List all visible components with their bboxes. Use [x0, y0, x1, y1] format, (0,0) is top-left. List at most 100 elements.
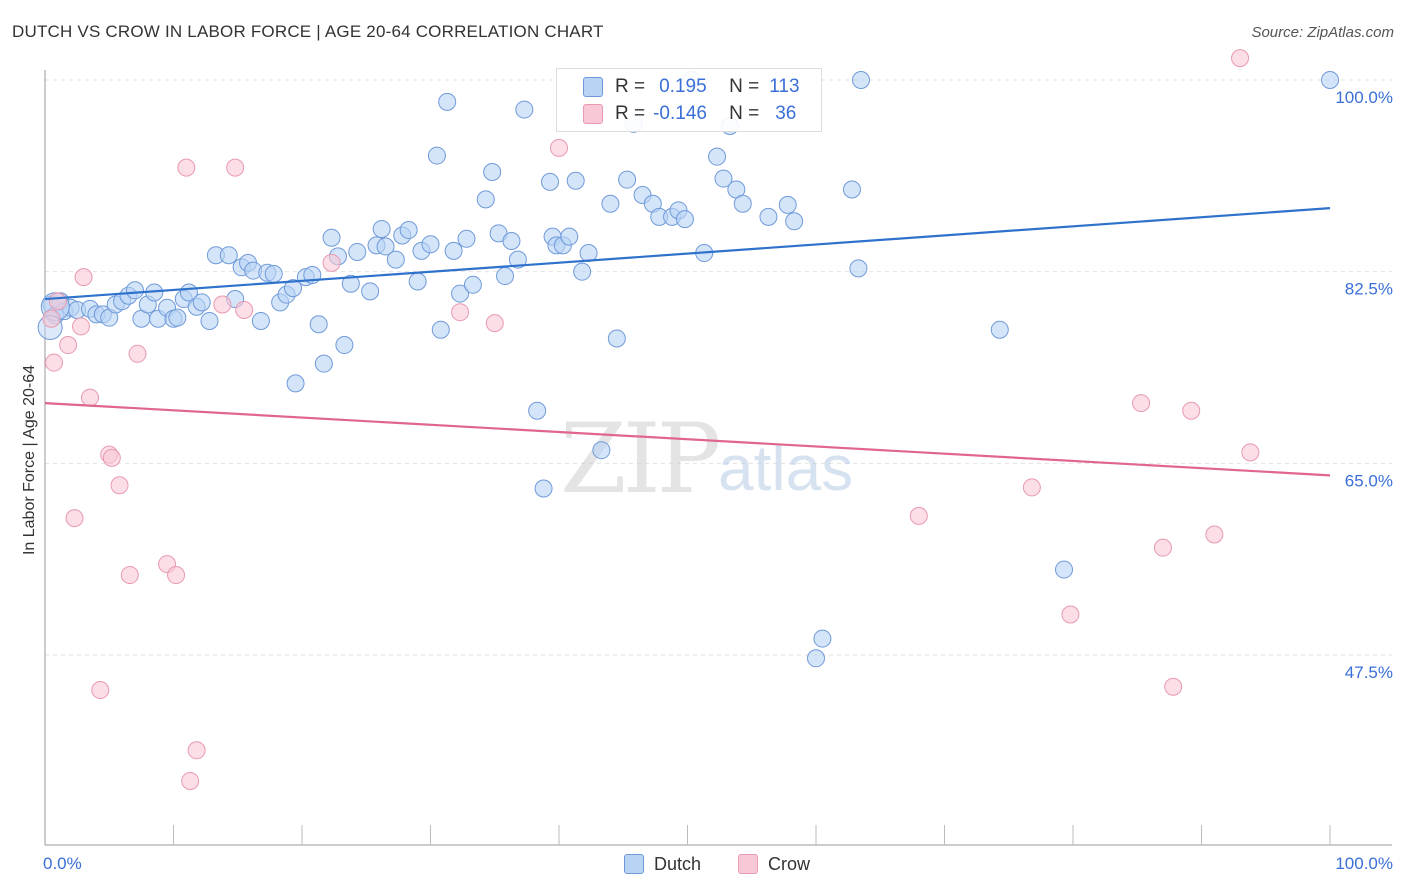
dutch-point — [335, 336, 354, 355]
crow-trend-line — [44, 401, 1331, 477]
legend-r-value: -0.146 — [653, 103, 707, 124]
dutch-trend-line — [44, 207, 1331, 301]
dutch-point — [427, 146, 446, 165]
dutch-point — [284, 279, 303, 298]
crow-point — [1132, 394, 1151, 413]
crow-point — [1164, 677, 1183, 696]
dutch-point — [341, 274, 360, 293]
dutch-point — [851, 71, 870, 89]
crow-point — [1022, 478, 1041, 497]
dutch-point — [348, 242, 367, 261]
crow-label: Crow — [768, 853, 811, 874]
crow-point — [65, 509, 84, 528]
crow-point — [177, 158, 196, 177]
crow-point — [226, 158, 245, 177]
dutch-point — [607, 329, 626, 348]
dutch-point — [990, 320, 1009, 339]
crow-point — [71, 317, 90, 336]
dutch-point — [463, 275, 482, 294]
dutch-point — [560, 227, 579, 246]
legend-row-dutch: R = 0.195 N = 113 — [583, 75, 800, 99]
dutch-point — [733, 194, 752, 213]
dutch-point — [813, 629, 832, 648]
crow-point — [485, 314, 504, 333]
dutch-point — [534, 479, 553, 498]
watermark: ZIP atlas — [560, 403, 853, 515]
dutch-point — [675, 210, 694, 229]
dutch-point — [1321, 71, 1339, 89]
y-tick-label: 100.0% — [1335, 88, 1393, 107]
dutch-label: Dutch — [654, 853, 702, 874]
dutch-point — [438, 92, 457, 111]
dutch-point — [192, 293, 211, 312]
crow-point — [187, 741, 206, 760]
grid-lines — [45, 79, 1392, 656]
dutch-point — [483, 163, 502, 181]
crow-point — [1231, 49, 1250, 68]
dutch-point — [125, 281, 144, 300]
legend-r-value: 0.195 — [659, 76, 707, 97]
crow-point — [909, 506, 928, 525]
dutch-point — [1055, 560, 1074, 579]
dutch-point — [322, 228, 341, 247]
y-tick-label: 47.5% — [1345, 663, 1393, 682]
dutch-point — [444, 241, 463, 260]
dutch-point — [399, 221, 418, 240]
dutch-point — [309, 315, 328, 334]
dutch-point — [451, 284, 470, 303]
dutch-point — [476, 190, 495, 209]
y-tick-label: 65.0% — [1345, 471, 1393, 490]
crow-point — [213, 295, 232, 314]
dutch-point — [264, 264, 283, 283]
dutch-point — [573, 262, 592, 281]
crow-point — [1153, 538, 1172, 557]
bottom-legend-dutch: Dutch — [624, 852, 701, 876]
dutch-point — [251, 311, 270, 330]
crow-point — [322, 253, 341, 272]
dutch-point — [528, 401, 547, 420]
dutch-point — [496, 267, 515, 286]
x-tick-label: 100.0% — [1335, 854, 1393, 873]
dutch-point — [714, 169, 733, 188]
watermark-zip: ZIP — [560, 403, 719, 515]
dutch-point — [592, 441, 611, 460]
crow-point — [550, 138, 568, 157]
legend-n-value: 36 — [775, 103, 797, 124]
crow-point — [167, 566, 186, 585]
dutch-point — [541, 172, 560, 191]
chart-title: DUTCH VS CROW IN LABOR FORCE | AGE 20-64… — [12, 22, 604, 41]
legend-n-label: N = — [729, 76, 760, 97]
crow-swatch — [583, 104, 603, 124]
legend-row-crow: R = -0.146 N = 36 — [583, 102, 796, 126]
x-tick-label: 0.0% — [43, 854, 82, 873]
dutch-point — [376, 237, 395, 256]
crow-point — [120, 566, 139, 585]
dutch-point — [386, 250, 405, 269]
dutch-point — [431, 320, 450, 339]
crow-points — [42, 49, 1260, 790]
dutch-point — [842, 180, 861, 199]
dutch-point — [618, 170, 637, 189]
dutch-point — [785, 212, 804, 231]
dutch-point — [200, 311, 219, 330]
crow-point — [59, 336, 78, 355]
crow-point — [42, 309, 61, 328]
dutch-point — [502, 232, 521, 250]
tick-labels: 47.5% 65.0% 82.5% 100.0% 0.0% 100.0% — [43, 88, 1393, 873]
crow-point — [48, 292, 67, 311]
source-label: Source: ZipAtlas.com — [1251, 24, 1394, 41]
legend-n-label: N = — [729, 103, 760, 124]
dutch-point — [601, 194, 620, 213]
crow-point — [1241, 443, 1260, 462]
dutch-point — [361, 282, 380, 301]
legend-n-value: 113 — [769, 76, 800, 97]
crow-point — [235, 301, 254, 319]
axes — [44, 70, 1392, 846]
dutch-swatch — [624, 854, 644, 874]
dutch-point — [168, 308, 187, 327]
dutch-point — [566, 171, 585, 190]
dutch-point — [314, 354, 333, 373]
dutch-point — [457, 229, 476, 248]
crow-point — [110, 476, 129, 495]
